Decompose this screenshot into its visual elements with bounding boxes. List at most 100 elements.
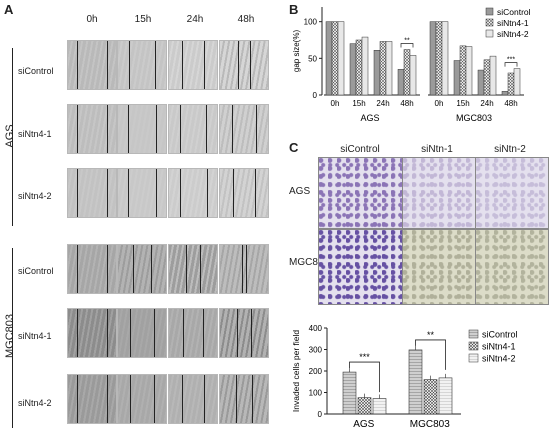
wound-edge-line — [252, 375, 253, 423]
row-label-ags-sintn4-1: siNtn4-1 — [18, 129, 52, 139]
scratch-micrograph — [67, 104, 117, 154]
mgc803-bracket — [12, 248, 13, 428]
scratch-micrograph — [219, 308, 269, 358]
bar — [441, 21, 449, 96]
scratch-micrograph — [168, 104, 218, 154]
bar — [438, 377, 453, 415]
y-tick-label: 0 — [318, 410, 323, 419]
wound-edge-line — [107, 105, 108, 153]
legend-label: siNtn4-2 — [497, 29, 529, 39]
group-label: AGS — [360, 113, 379, 123]
wound-edge-line — [246, 245, 247, 293]
x-tick-label: 48h — [504, 99, 517, 108]
y-tick-label: 300 — [309, 346, 323, 355]
scratch-micrograph — [219, 104, 269, 154]
row-label-mgc-sintn4-2: siNtn4-2 — [18, 398, 52, 408]
wound-edge-line — [200, 245, 201, 293]
scratch-micrograph — [67, 40, 117, 90]
invasion-micrograph — [402, 157, 476, 229]
bar — [349, 43, 357, 96]
bar — [357, 397, 372, 415]
wound-edge-line — [107, 245, 108, 293]
wound-edge-line — [77, 41, 78, 89]
wound-edge-line — [182, 41, 183, 89]
scratch-micrograph — [117, 308, 167, 358]
scratch-micrograph — [67, 308, 117, 358]
bar — [408, 349, 423, 415]
bar — [325, 21, 333, 96]
group-label: MGC803 — [456, 113, 492, 123]
bar — [513, 68, 521, 96]
significance-bracket — [400, 43, 414, 48]
significance-bracket — [415, 339, 446, 370]
wound-edge-line — [154, 309, 155, 357]
bar — [465, 46, 473, 96]
bar — [379, 41, 387, 96]
row-label-mgc-sicontrol: siControl — [18, 266, 54, 276]
panel-b-letter: B — [289, 2, 299, 17]
y-tick-label: 0 — [313, 91, 318, 100]
bar — [435, 21, 443, 96]
wound-edge-line — [128, 169, 129, 217]
wound-edge-line — [77, 309, 78, 357]
y-tick-label: 200 — [309, 367, 323, 376]
y-axis-label: Invaded cells per field — [291, 330, 301, 412]
wound-edge-line — [128, 105, 129, 153]
bar — [459, 45, 467, 96]
invasion-micrograph — [402, 229, 476, 305]
y-tick-label: 50 — [308, 54, 317, 63]
significance-bracket — [349, 361, 380, 393]
x-tick-label: 15h — [352, 99, 365, 108]
bar — [489, 55, 497, 96]
significance-bracket — [504, 62, 518, 67]
panel-c-letter: C — [289, 140, 299, 155]
wound-edge-line — [107, 309, 108, 357]
scratch-micrograph — [67, 244, 117, 294]
wound-edge-line — [251, 309, 252, 357]
legend-swatch — [485, 18, 494, 27]
scratch-micrograph — [117, 244, 167, 294]
wound-edge-line — [250, 41, 251, 89]
bar — [453, 60, 461, 96]
wound-edge-line — [206, 105, 207, 153]
bar — [337, 21, 345, 96]
invasion-row-ags: AGS — [289, 186, 311, 197]
scratch-micrograph — [168, 374, 218, 424]
legend-swatch — [485, 7, 494, 16]
significance-mark: ** — [427, 330, 435, 340]
scratch-micrograph — [168, 308, 218, 358]
bar — [385, 41, 393, 96]
y-tick-label: 100 — [304, 18, 318, 27]
bar — [409, 55, 417, 96]
wound-edge-line — [180, 105, 181, 153]
time-label-0h: 0h — [86, 14, 98, 25]
bar — [397, 69, 405, 96]
scratch-micrograph — [168, 40, 218, 90]
bar — [372, 398, 387, 415]
legend-swatch — [485, 29, 494, 38]
significance-mark: *** — [507, 57, 515, 64]
invasion-col-sintn-1: siNtn-1 — [421, 144, 453, 155]
wound-edge-line — [256, 105, 257, 153]
wound-edge-line — [204, 375, 205, 423]
x-tick-label: 48h — [400, 99, 413, 108]
wound-edge-line — [232, 105, 233, 153]
x-tick-label: 0h — [435, 99, 444, 108]
invasion-micrograph — [475, 229, 549, 305]
scratch-micrograph — [117, 168, 167, 218]
bar — [507, 72, 515, 96]
legend-swatch — [468, 329, 479, 339]
bar — [361, 36, 369, 96]
legend-label: siNtn4-1 — [497, 18, 529, 28]
scratch-micrograph — [219, 40, 269, 90]
time-label-24h: 24h — [186, 14, 204, 25]
y-tick-label: 400 — [309, 324, 323, 333]
time-label-15h: 15h — [134, 14, 152, 25]
scratch-micrograph — [219, 168, 269, 218]
scratch-micrograph — [168, 168, 218, 218]
x-tick-label: MGC803 — [410, 419, 450, 430]
wound-edge-line — [186, 245, 187, 293]
bar — [403, 49, 411, 96]
invasion-row-mgc803: MGC803 — [289, 257, 330, 268]
